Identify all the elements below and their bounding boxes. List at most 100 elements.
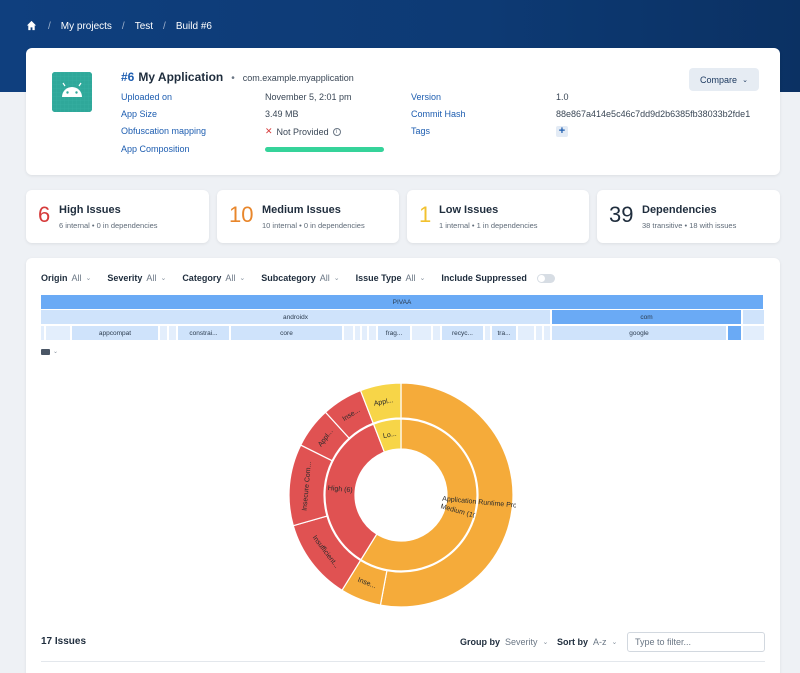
treemap-cell-google[interactable]: google	[552, 326, 727, 340]
treemap-row-level1: androidx com	[41, 310, 764, 324]
sunburst-segment-inner-0[interactable]	[360, 418, 478, 572]
treemap-cell-transition[interactable]: tra...	[492, 326, 517, 340]
group-by-dropdown[interactable]: Group by Severity ⌄	[460, 637, 548, 647]
dependencies-card[interactable]: 39 Dependencies 38 transitive • 18 with …	[597, 190, 780, 243]
include-suppressed-toggle[interactable]	[536, 273, 555, 283]
treemap-row-level2: appcompat constrai... core frag... recyc…	[41, 326, 764, 340]
treemap-label-androidx: androidx	[283, 313, 308, 321]
treemap-cell[interactable]	[485, 326, 491, 340]
group-by-value: Severity	[505, 637, 538, 647]
app-size-label: App Size	[121, 109, 158, 119]
severity-filter-value: All	[146, 273, 157, 283]
compare-button[interactable]: Compare ⌄	[689, 68, 759, 91]
breadcrumb-separator: /	[163, 20, 166, 32]
treemap-label-appcompat: appcompat	[98, 329, 132, 337]
treemap-cell[interactable]	[369, 326, 377, 340]
treemap-cell[interactable]	[169, 326, 177, 340]
chevron-down-icon: ⌄	[742, 76, 748, 84]
breadcrumb-build: Build #6	[175, 20, 212, 32]
obfuscation-mapping-label: Obfuscation mapping	[121, 126, 207, 136]
treemap-cell-pivaa[interactable]: PIVAA	[41, 295, 764, 309]
add-tag-button[interactable]: +	[556, 126, 568, 137]
dependencies-title: Dependencies	[642, 204, 717, 216]
treemap-cell-core[interactable]: core	[231, 326, 343, 340]
dependency-treemap: PIVAA androidx com appcompat constrai...…	[41, 295, 764, 341]
low-issues-count: 1	[419, 202, 432, 227]
sunburst-segment-outer-6[interactable]	[359, 382, 402, 424]
issues-toolbar: 17 Issues Group by Severity ⌄ Sort by A-…	[41, 632, 765, 652]
sunburst-segment-inner-2[interactable]	[372, 418, 402, 453]
treemap-cell-other[interactable]	[743, 310, 764, 324]
high-issues-count: 6	[38, 202, 51, 227]
treemap-cell[interactable]	[41, 326, 45, 340]
low-issues-card[interactable]: 1 Low Issues 1 internal • 1 in dependenc…	[407, 190, 589, 243]
filter-bar: Origin All ⌄ Severity All ⌄ Category All…	[41, 273, 571, 283]
breadcrumb-separator: /	[121, 20, 125, 32]
group-by-label: Group by	[460, 637, 500, 647]
chevron-down-icon: ⌄	[333, 275, 340, 282]
treemap-cell[interactable]	[433, 326, 441, 340]
chevron-down-icon: ⌄	[160, 275, 167, 282]
subcategory-filter[interactable]: Subcategory All ⌄	[261, 273, 339, 283]
sunburst-segment-outer-0[interactable]	[379, 382, 514, 608]
treemap-row-root: PIVAA	[41, 295, 764, 309]
app-name: My Application	[138, 70, 224, 84]
severity-filter-label: Severity	[107, 273, 143, 283]
info-icon[interactable]: i	[332, 127, 341, 136]
app-composition-bar[interactable]	[265, 147, 384, 152]
treemap-cell[interactable]	[743, 326, 764, 340]
include-suppressed-label: Include Suppressed	[441, 273, 527, 283]
issue-type-filter-label: Issue Type	[355, 273, 402, 283]
folder-icon	[41, 348, 50, 355]
treemap-cell[interactable]	[728, 326, 742, 340]
issue-filter-input[interactable]	[627, 632, 765, 652]
breadcrumb-test[interactable]: Test	[134, 20, 154, 32]
plus-icon: +	[558, 125, 566, 137]
chevron-down-icon: ⌄	[419, 275, 426, 282]
treemap-cell-com[interactable]: com	[552, 310, 742, 324]
sunburst-segment-inner-1[interactable]	[324, 423, 386, 561]
origin-filter[interactable]: Origin All ⌄	[41, 273, 91, 283]
app-composition-label[interactable]: App Composition	[121, 144, 190, 154]
treemap-cell[interactable]	[412, 326, 432, 340]
folder-view-toggle[interactable]: ⌄	[41, 348, 58, 355]
sort-by-dropdown[interactable]: Sort by A-z ⌄	[557, 637, 617, 647]
treemap-label-fragment: frag...	[385, 329, 403, 337]
issues-sunburst-chart: Medium (10)High (6)Lo...Application Runt…	[288, 382, 516, 608]
treemap-cell[interactable]	[344, 326, 354, 340]
treemap-cell-constraint[interactable]: constrai...	[178, 326, 230, 340]
breadcrumb-separator: /	[48, 20, 51, 32]
treemap-cell-androidx[interactable]: androidx	[41, 310, 551, 324]
issues-count-title: 17 Issues	[41, 636, 87, 647]
version-value: 1.0	[556, 92, 569, 102]
treemap-cell[interactable]	[544, 326, 551, 340]
treemap-cell[interactable]	[160, 326, 168, 340]
medium-issues-card[interactable]: 10 Medium Issues 10 internal • 0 in depe…	[217, 190, 399, 243]
treemap-cell-recyclerview[interactable]: recyc...	[442, 326, 484, 340]
treemap-cell-fragment[interactable]: frag...	[378, 326, 411, 340]
treemap-label-google: google	[629, 329, 649, 337]
severity-filter[interactable]: Severity All ⌄	[107, 273, 166, 283]
close-icon: ✕	[265, 126, 273, 136]
sunburst-label-outer-6: Appl...	[373, 397, 394, 408]
treemap-label-constraint: constrai...	[189, 329, 218, 337]
treemap-label-recyclerview: recyc...	[452, 329, 473, 337]
treemap-cell[interactable]	[518, 326, 535, 340]
obfuscation-status-text: Not Provided	[276, 126, 329, 137]
treemap-cell[interactable]	[362, 326, 368, 340]
treemap-cell[interactable]	[536, 326, 543, 340]
treemap-cell[interactable]	[355, 326, 361, 340]
treemap-cell[interactable]	[46, 326, 71, 340]
category-filter[interactable]: Category All ⌄	[182, 273, 245, 283]
sunburst-label-inner-1: High (6)	[328, 485, 353, 494]
high-issues-card[interactable]: 6 High Issues 6 internal • 0 in dependen…	[26, 190, 209, 243]
android-app-icon	[52, 72, 92, 112]
sunburst-label-outer-3: Insecure Com...	[301, 461, 313, 511]
chevron-down-icon: ⌄	[85, 275, 92, 282]
home-icon[interactable]	[26, 20, 38, 32]
issue-type-filter[interactable]: Issue Type All ⌄	[356, 273, 426, 283]
treemap-cell-appcompat[interactable]: appcompat	[72, 326, 159, 340]
breadcrumb-my-projects[interactable]: My projects	[60, 20, 112, 32]
commit-hash-value: 88e867a414e5c46c7dd9d2b6385fb38033b2fde1	[556, 109, 751, 119]
chevron-down-icon: ⌄	[542, 639, 549, 646]
